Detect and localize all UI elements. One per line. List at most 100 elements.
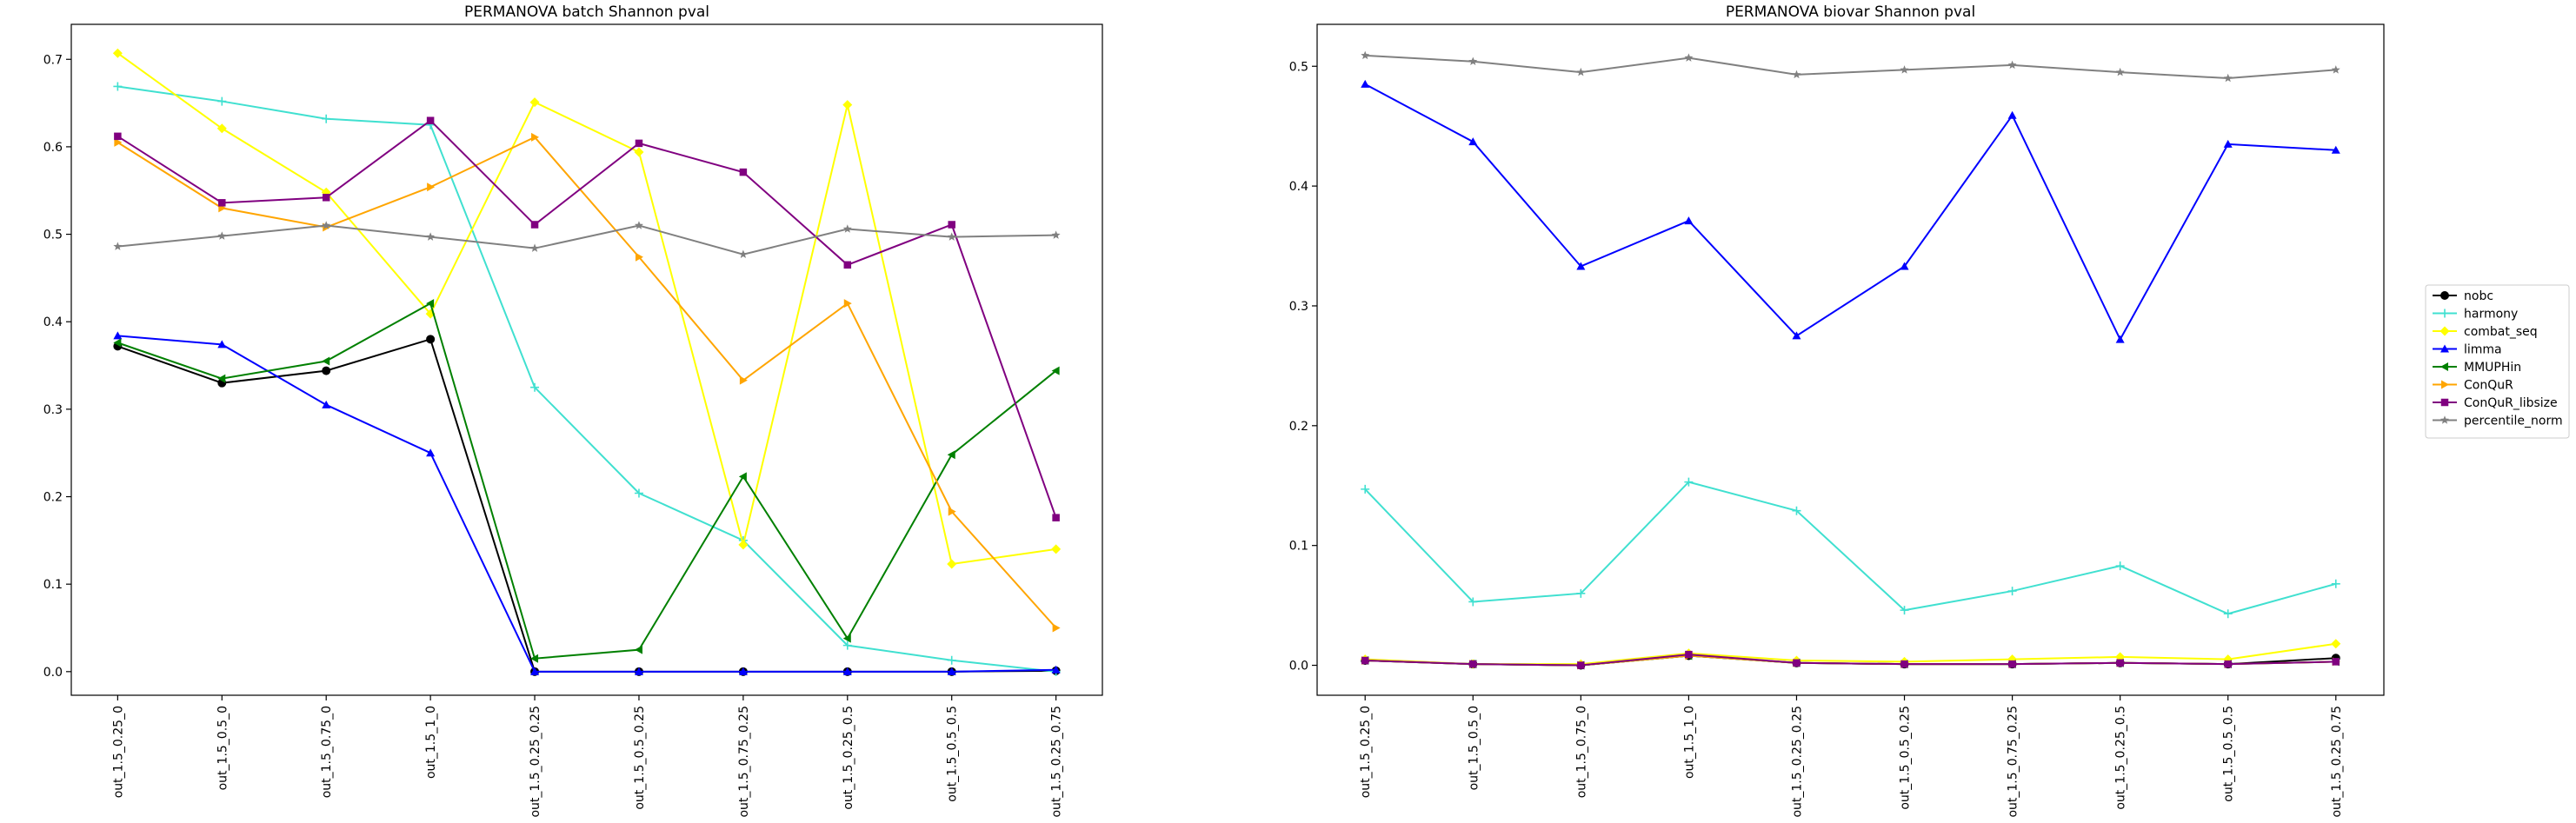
data-point-mmuphin: [217, 374, 226, 383]
data-point-mmuphin: [322, 356, 330, 366]
legend-item-conqur: ConQuR: [2433, 379, 2513, 393]
data-point-limma: [1900, 262, 1909, 270]
data-point-conqur: [739, 375, 748, 385]
data-point-harmony: [1361, 484, 1370, 494]
legend-label: ConQuR: [2464, 379, 2513, 393]
x-tick-label: out_1.5_0.75_0.25: [2007, 706, 2020, 818]
data-point-conqur-libsize: [2008, 660, 2016, 668]
data-point-percentile-norm: [1361, 50, 1370, 60]
legend-item-combat-seq: combat_seq: [2433, 325, 2538, 339]
chart-biovar: PERMANOVA biovar Shannon pval 0.0 0.1 0.2 0.…: [1289, 3, 2385, 818]
data-point-limma: [2223, 139, 2233, 148]
data-point-conqur-libsize: [1469, 660, 1477, 668]
data-point-mmuphin: [842, 634, 851, 643]
data-point-conqur-libsize: [1685, 650, 1693, 659]
data-point-harmony: [1792, 506, 1801, 515]
series-line-percentile-norm: [117, 224, 1056, 256]
data-point-conqur-libsize: [114, 132, 122, 141]
data-point-mmuphin: [113, 338, 122, 348]
data-point-percentile-norm: [113, 242, 123, 250]
data-point-combat-seq: [842, 100, 853, 110]
data-point-percentile-norm: [2115, 67, 2125, 76]
series-harmony: [1361, 477, 2340, 619]
data-point-limma: [426, 448, 436, 457]
series-line-conqur-libsize: [1365, 654, 2336, 667]
data-point-limma: [842, 667, 852, 675]
legend-label: harmony: [2464, 308, 2518, 322]
legend-label: MMUPHin: [2464, 361, 2521, 375]
data-point-percentile-norm: [1792, 70, 1801, 79]
y-tick-label: 0.3: [43, 403, 63, 417]
data-point-conqur: [948, 507, 956, 516]
x-tick-label: out_1.5_0.25_0.75: [1050, 706, 1064, 818]
data-point-harmony: [1576, 588, 1586, 598]
data-point-conqur-libsize: [1361, 656, 1369, 665]
data-point-combat-seq: [738, 540, 749, 550]
data-point-percentile-norm: [426, 232, 436, 241]
data-point-conqur-libsize: [218, 199, 226, 207]
y-tick-label: 0.0: [43, 666, 63, 680]
data-point-combat-seq: [1051, 544, 1062, 554]
data-point-limma: [1576, 262, 1586, 270]
data-point-conqur: [114, 137, 123, 147]
series-line-conqur-libsize: [116, 119, 1057, 519]
y-tick-label: 0.5: [43, 229, 63, 242]
data-point-conqur: [531, 132, 540, 142]
legend-item-limma: limma: [2433, 343, 2502, 357]
legend-marker: [2440, 309, 2449, 318]
data-point-percentile-norm: [1468, 56, 1478, 65]
data-point-mmuphin: [634, 645, 642, 654]
series-percentile-norm: [1361, 50, 2340, 83]
series-line-percentile-norm: [1365, 54, 2336, 80]
x-tick-label: out_1.5_0.5_0.25: [1899, 706, 1913, 810]
x-tick-label: out_1.5_0.5_0.5: [2222, 706, 2236, 802]
y-tick-label: 0.1: [1289, 540, 1308, 554]
data-point-combat-seq: [112, 48, 123, 58]
data-point-conqur: [635, 252, 643, 262]
chart-batch: PERMANOVA batch Shannon pval 0.0 0.1 0.2 0.3…: [43, 3, 1103, 818]
data-point-mmuphin: [947, 450, 955, 460]
y-tick-label: 0.5: [1289, 60, 1308, 74]
data-point-conqur-libsize: [530, 221, 539, 229]
data-point-percentile-norm: [738, 249, 748, 258]
data-point-harmony: [217, 96, 227, 106]
data-point-conqur-libsize: [2332, 658, 2340, 666]
legend-item-percentile-norm: percentile_norm: [2433, 415, 2563, 428]
data-point-limma: [113, 331, 123, 340]
series-line-harmony: [1364, 481, 2337, 615]
legend-item-harmony: harmony: [2433, 308, 2518, 322]
data-point-percentile-norm: [1900, 65, 1909, 74]
x-tick-label: out_1.5_0.75_0: [320, 706, 334, 798]
data-point-conqur: [427, 183, 436, 192]
legend-box: [2425, 284, 2570, 439]
series-conqur-libsize: [114, 116, 1060, 521]
legend-item-nobc: nobc: [2433, 289, 2493, 303]
series-line-combat-seq: [116, 52, 1056, 566]
x-tick-label: out_1.5_0.25_0: [111, 706, 125, 798]
y-tick-label: 0.6: [43, 141, 63, 155]
data-point-limma: [1361, 79, 1370, 88]
data-point-conqur-libsize: [2116, 659, 2124, 667]
y-tick-label: 0.4: [43, 315, 63, 329]
x-tick-label: out_1.5_0.25_0.25: [1790, 706, 1804, 818]
data-point-conqur: [843, 299, 852, 309]
chart-title: PERMANOVA batch Shannon pval: [464, 3, 709, 21]
y-tick-label: 0.3: [1289, 300, 1308, 314]
data-point-harmony: [2115, 561, 2125, 571]
data-point-combat-seq: [529, 97, 540, 108]
series-limma: [1361, 79, 2340, 343]
data-point-mmuphin: [426, 299, 435, 309]
data-point-limma: [1792, 331, 1801, 340]
data-point-harmony: [2007, 587, 2017, 596]
data-point-limma: [2115, 335, 2125, 343]
series-line-harmony: [117, 85, 1056, 673]
data-point-conqur-libsize: [426, 116, 435, 124]
data-point-percentile-norm: [1576, 67, 1586, 76]
legend-marker: [2440, 344, 2449, 353]
x-tick-label: out_1.5_0.5_0: [1467, 706, 1481, 790]
data-point-limma: [634, 667, 643, 675]
x-tick-label: out_1.5_0.25_0.25: [529, 706, 542, 818]
series-line-limma: [117, 335, 1056, 673]
